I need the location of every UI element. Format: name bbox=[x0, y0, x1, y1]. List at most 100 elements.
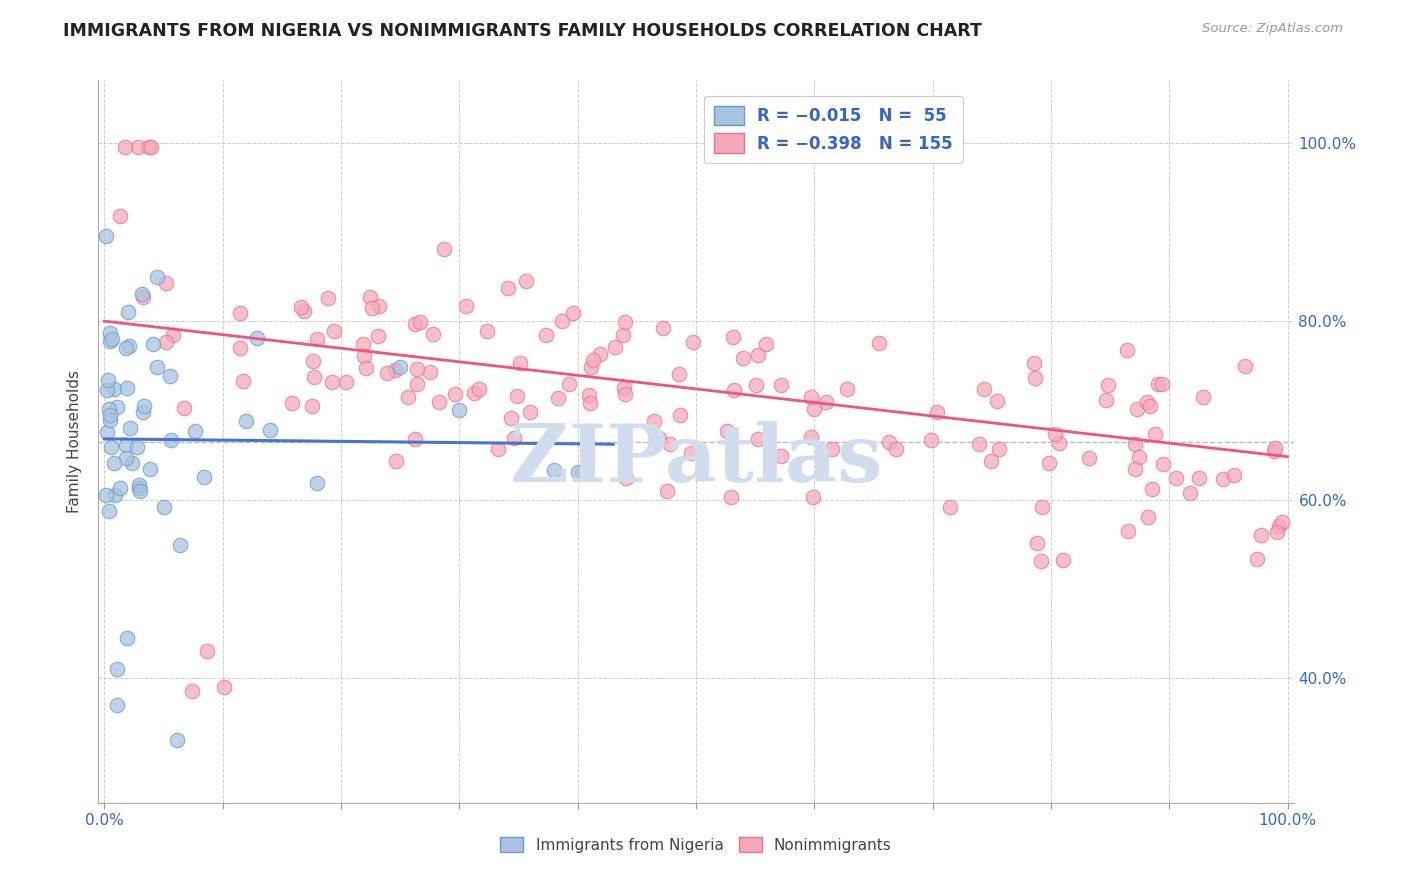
Point bbox=[301, 399, 323, 413]
Point bbox=[155, 276, 177, 290]
Point bbox=[669, 409, 692, 423]
Point bbox=[367, 328, 389, 343]
Point bbox=[543, 463, 565, 477]
Point bbox=[146, 269, 169, 284]
Point bbox=[94, 229, 117, 244]
Point bbox=[98, 504, 121, 518]
Point bbox=[578, 388, 600, 402]
Point bbox=[745, 378, 768, 392]
Point bbox=[987, 442, 1010, 456]
Point bbox=[800, 430, 823, 444]
Point bbox=[367, 299, 389, 313]
Point bbox=[720, 490, 742, 504]
Point bbox=[155, 334, 177, 349]
Point bbox=[405, 377, 427, 392]
Point bbox=[1052, 553, 1074, 567]
Point bbox=[118, 339, 141, 353]
Point bbox=[1152, 457, 1174, 471]
Point bbox=[212, 680, 235, 694]
Point bbox=[659, 437, 682, 451]
Point bbox=[1038, 456, 1060, 470]
Point bbox=[360, 301, 382, 316]
Point bbox=[307, 476, 329, 491]
Point bbox=[1178, 485, 1201, 500]
Point bbox=[868, 335, 890, 350]
Point bbox=[1047, 435, 1070, 450]
Point bbox=[103, 456, 125, 470]
Point bbox=[229, 306, 252, 320]
Point bbox=[973, 382, 995, 396]
Point bbox=[503, 431, 526, 445]
Point bbox=[117, 381, 139, 395]
Point bbox=[1136, 395, 1159, 409]
Point bbox=[228, 341, 250, 355]
Point bbox=[429, 395, 451, 409]
Point bbox=[97, 401, 120, 416]
Point bbox=[506, 389, 529, 403]
Point bbox=[1094, 393, 1116, 408]
Point bbox=[1271, 515, 1294, 529]
Point bbox=[128, 481, 150, 495]
Point bbox=[1263, 443, 1285, 458]
Point bbox=[769, 378, 792, 392]
Point bbox=[159, 369, 181, 384]
Point bbox=[682, 334, 704, 349]
Point bbox=[98, 334, 121, 348]
Point bbox=[422, 326, 444, 341]
Point bbox=[1250, 528, 1272, 542]
Point bbox=[1144, 426, 1167, 441]
Point bbox=[139, 140, 162, 154]
Point bbox=[877, 435, 900, 450]
Point bbox=[118, 421, 141, 435]
Point bbox=[1116, 343, 1139, 358]
Point bbox=[305, 332, 328, 346]
Point bbox=[509, 356, 531, 370]
Point bbox=[612, 328, 634, 343]
Point bbox=[801, 491, 824, 505]
Point bbox=[94, 487, 117, 501]
Point bbox=[127, 140, 149, 154]
Point bbox=[562, 306, 585, 320]
Point bbox=[354, 361, 377, 376]
Point bbox=[302, 369, 325, 384]
Point bbox=[551, 314, 574, 328]
Point bbox=[103, 382, 125, 396]
Point bbox=[567, 465, 589, 479]
Point bbox=[129, 483, 152, 498]
Point bbox=[1222, 468, 1244, 483]
Point bbox=[1139, 399, 1161, 413]
Point bbox=[162, 328, 184, 343]
Point bbox=[232, 374, 254, 388]
Point bbox=[301, 354, 323, 368]
Point bbox=[651, 321, 673, 335]
Point bbox=[747, 432, 769, 446]
Point bbox=[181, 684, 204, 698]
Point bbox=[281, 395, 304, 409]
Point bbox=[169, 538, 191, 552]
Point bbox=[107, 698, 129, 712]
Point bbox=[396, 391, 419, 405]
Point bbox=[486, 442, 509, 457]
Point bbox=[986, 394, 1008, 409]
Point bbox=[96, 425, 118, 439]
Point bbox=[589, 347, 612, 361]
Point bbox=[1233, 359, 1256, 374]
Point bbox=[359, 290, 381, 304]
Point bbox=[132, 405, 155, 419]
Point bbox=[1128, 450, 1150, 464]
Point bbox=[605, 340, 627, 354]
Point bbox=[96, 373, 118, 387]
Point bbox=[1077, 450, 1099, 465]
Point bbox=[614, 315, 637, 329]
Point bbox=[1126, 402, 1149, 417]
Point bbox=[108, 481, 131, 495]
Point bbox=[582, 353, 605, 368]
Point bbox=[967, 436, 990, 450]
Point bbox=[166, 733, 188, 747]
Point bbox=[404, 432, 426, 446]
Point bbox=[404, 317, 426, 331]
Point bbox=[290, 300, 312, 314]
Point bbox=[406, 361, 429, 376]
Point bbox=[100, 440, 122, 454]
Point bbox=[183, 424, 205, 438]
